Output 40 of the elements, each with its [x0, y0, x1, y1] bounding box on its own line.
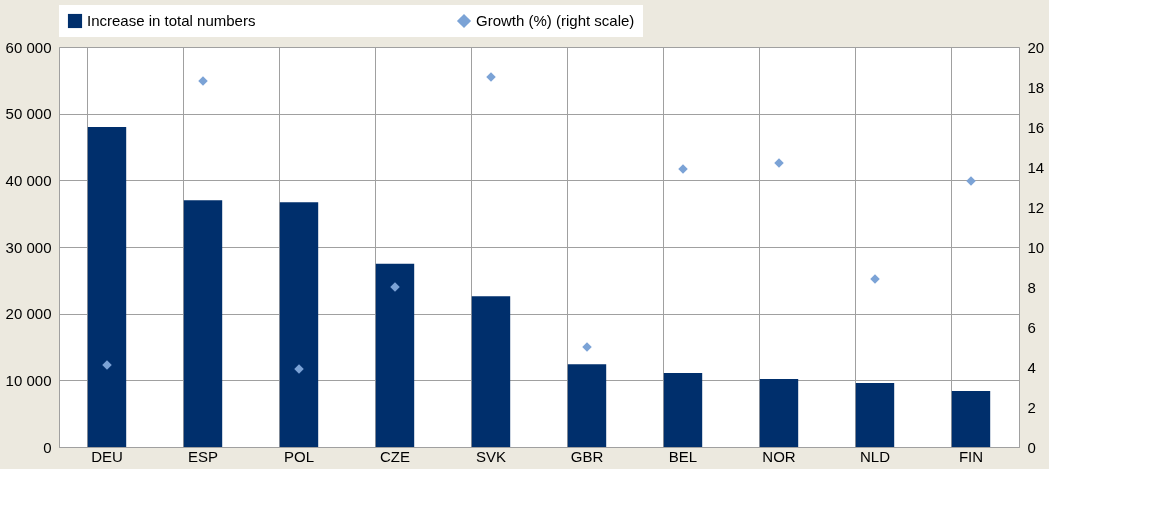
y-tick-label: 20 000 — [5, 305, 52, 323]
x-tick-label: GBR — [570, 447, 604, 465]
bar — [471, 296, 511, 447]
y2-tick-label: 18 — [1027, 78, 1045, 96]
y-tick-label: 10 000 — [5, 371, 52, 389]
bar — [183, 200, 223, 447]
bar — [663, 373, 703, 447]
x-tick-label: ESP — [187, 447, 219, 465]
bar — [759, 379, 799, 447]
y2-tick-label: 16 — [1027, 118, 1045, 136]
y-tick-label: 50 000 — [5, 105, 52, 123]
bar — [279, 202, 319, 447]
y2-tick-label: 6 — [1027, 318, 1036, 336]
y2-tick-label: 10 — [1027, 238, 1045, 256]
y-tick-label: 0 — [43, 438, 52, 456]
y2-tick-label: 0 — [1027, 438, 1036, 456]
x-tick-label: CZE — [380, 447, 410, 465]
y-tick-label: 30 000 — [5, 238, 52, 256]
x-tick-label: DEU — [91, 447, 123, 465]
x-tick-label: POL — [283, 447, 315, 465]
y2-tick-label: 2 — [1027, 398, 1036, 416]
y2-tick-label: 4 — [1027, 358, 1036, 376]
bar — [567, 364, 607, 447]
x-tick-label: BEL — [668, 447, 698, 465]
x-tick-label: NOR — [762, 447, 796, 465]
y-tick-label: 60 000 — [5, 38, 52, 56]
bar — [855, 383, 895, 447]
x-tick-label: SVK — [475, 447, 507, 465]
y-tick-label: 40 000 — [5, 171, 52, 189]
legend-label: Growth (%) (right scale) — [476, 12, 635, 29]
y2-tick-label: 8 — [1027, 278, 1036, 296]
x-tick-label: NLD — [859, 447, 891, 465]
y2-tick-label: 20 — [1027, 38, 1045, 56]
y2-tick-label: 12 — [1027, 198, 1045, 216]
legend-label: Increase in total numbers — [87, 12, 256, 29]
bar — [87, 127, 127, 447]
bar — [375, 263, 415, 447]
y2-tick-label: 14 — [1027, 158, 1045, 176]
x-tick-label: FIN — [958, 447, 984, 465]
bar — [951, 391, 991, 447]
